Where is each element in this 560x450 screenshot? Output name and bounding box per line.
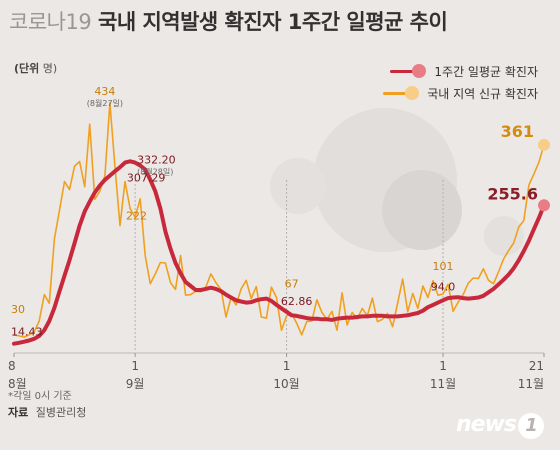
unit-bold: (단위: [14, 62, 40, 75]
background-decor: [270, 108, 524, 256]
news1-logo: news 1: [456, 412, 544, 439]
data-label-avg: 255.6: [487, 184, 538, 203]
x-tick-label-month: 11월: [518, 377, 544, 391]
data-label-avg: 94.0: [431, 280, 456, 293]
data-label-daily: 101: [433, 260, 454, 273]
legend-swatch-daily: [383, 86, 420, 100]
legend-item-avg: 1주간 일평균 확진자: [383, 60, 538, 82]
legend-item-daily: 국내 지역 신규 확진자: [383, 82, 538, 104]
data-label-avg: 332.20: [137, 153, 176, 166]
legend-label-daily: 국내 지역 신규 확진자: [427, 86, 538, 101]
footnote: *각일 0시 기준: [8, 391, 72, 402]
x-tick-label-month: 9월: [126, 377, 145, 391]
x-tick-label-day: 21: [529, 359, 544, 373]
x-tick-label-day: 8: [8, 359, 16, 373]
legend-label-avg: 1주간 일평균 확진자: [434, 64, 538, 79]
x-tick-label-month: 11월: [430, 377, 456, 391]
series-line-avg: [12, 159, 546, 346]
x-tick-label-day: 1: [283, 359, 291, 373]
data-label-avg: 307.29: [127, 172, 165, 185]
data-label-avg: 62.86: [281, 295, 313, 308]
page-title: 코로나19 국내 지역발생 확진자 1주간 일평균 추이: [9, 6, 448, 36]
chart-legend: 1주간 일평균 확진자 국내 지역 신규 확진자: [383, 60, 538, 104]
title-prefix: 코로나19: [9, 10, 92, 34]
data-label-daily: 434: [94, 85, 115, 98]
logo-word: news: [455, 412, 517, 437]
logo-mark: 1: [518, 413, 544, 439]
x-tick-label-day: 1: [131, 359, 139, 373]
series-end-dot-daily: [538, 138, 550, 151]
legend-swatch-avg: [390, 64, 427, 78]
data-label-avg: 14.43: [11, 326, 43, 339]
source-label: 자료: [8, 406, 29, 419]
series-line-daily: [13, 102, 545, 338]
source-value: 질병관리청: [35, 406, 87, 419]
data-label-daily: 222: [126, 210, 147, 223]
data-label-daily: 361: [501, 122, 534, 141]
data-label-date: (8월28일): [137, 166, 173, 176]
x-tick-label-day: 1: [439, 359, 447, 373]
coronavirus-icon: [484, 216, 524, 256]
title-main: 국내 지역발생 확진자 1주간 일평균 추이: [98, 10, 448, 34]
data-label-daily: 30: [11, 303, 25, 316]
data-label-date: (8월27일): [87, 98, 123, 108]
unit-rest: 명): [42, 62, 58, 75]
coronavirus-icon: [270, 158, 326, 214]
x-tick-label-month: 10월: [273, 377, 299, 391]
series-end-dot-avg: [538, 199, 550, 212]
coronavirus-icon: [382, 170, 462, 250]
data-label-daily: 67: [285, 278, 299, 291]
source-line: 자료 질병관리청: [8, 404, 86, 420]
x-tick-label-month: 8월: [8, 377, 27, 391]
unit-label: (단위 명): [14, 60, 57, 76]
